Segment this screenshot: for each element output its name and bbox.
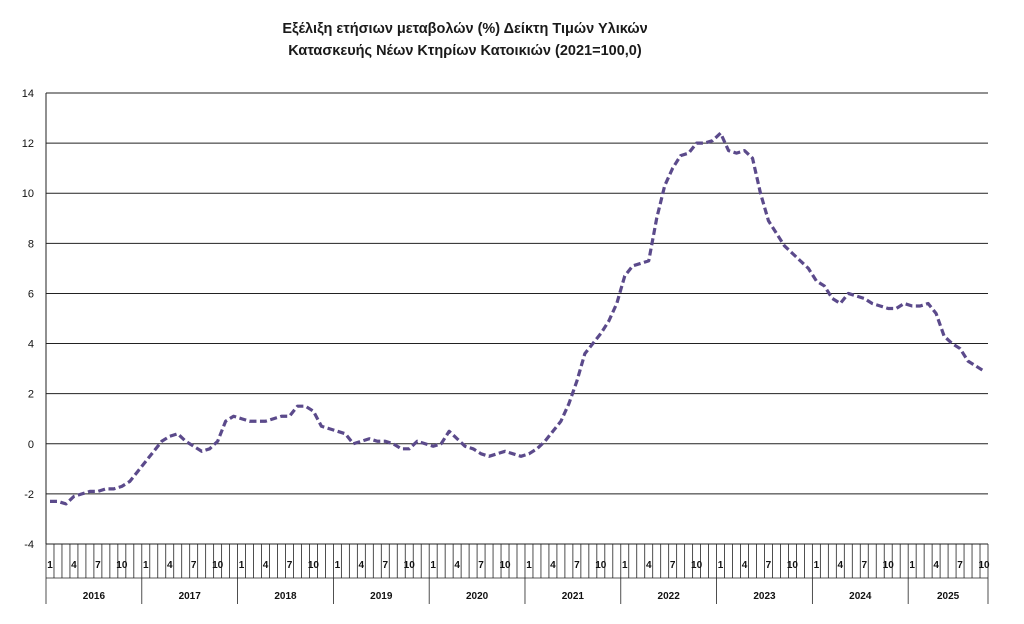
month-tick-label: 4: [71, 560, 77, 571]
y-tick-label: 0: [28, 439, 34, 451]
month-tick-label: 10: [595, 560, 607, 571]
y-tick-label: 2: [28, 389, 34, 401]
month-tick-label: 4: [550, 560, 556, 571]
chart-subtitle: Κατασκευής Νέων Κτηρίων Κατοικιών (2021=…: [288, 43, 642, 59]
month-tick-label: 7: [957, 560, 963, 571]
grid-lines: [45, 92, 988, 545]
month-tick-label: 7: [287, 560, 293, 571]
year-label: 2017: [179, 591, 202, 602]
year-label: 2018: [274, 591, 297, 602]
y-tick-label: 14: [22, 88, 34, 100]
y-tick-label: 6: [28, 288, 34, 300]
month-tick-label: 1: [47, 560, 53, 571]
month-tick-label: 4: [454, 560, 460, 571]
year-label: 2023: [753, 591, 776, 602]
month-tick-label: 1: [814, 560, 820, 571]
month-tick-label: 7: [861, 560, 867, 571]
month-tick-label: 1: [239, 560, 245, 571]
year-label: 2019: [370, 591, 393, 602]
year-label: 2025: [937, 591, 960, 602]
month-tick-label: 10: [499, 560, 511, 571]
year-label: 2020: [466, 591, 489, 602]
month-tick-label: 1: [718, 560, 724, 571]
year-label: 2024: [849, 591, 872, 602]
year-label: 2016: [83, 591, 106, 602]
month-tick-label: 10: [691, 560, 703, 571]
month-tick-label: 10: [787, 560, 799, 571]
chart-title-block: Εξέλιξη ετήσιων μεταβολών (%) Δείκτη Τιμ…: [0, 18, 930, 62]
month-tick-label: 10: [978, 560, 990, 571]
month-tick-label: 4: [838, 560, 844, 571]
y-tick-label: 8: [28, 238, 34, 250]
y-tick-label: -2: [24, 489, 34, 501]
year-label: 2021: [562, 591, 585, 602]
month-tick-label: 1: [909, 560, 915, 571]
month-tick-label: 1: [526, 560, 532, 571]
y-tick-label: 4: [28, 339, 34, 351]
x-axis: 1 4 7 10 2016 1 4 7 10 2017 1 4 7 10 2018 1 4 7 10 2019 1 4 7 1…: [45, 544, 990, 604]
month-tick-label: 10: [883, 560, 895, 571]
month-tick-label: 7: [574, 560, 580, 571]
month-tick-label: 7: [766, 560, 772, 571]
month-tick-label: 7: [670, 560, 676, 571]
month-tick-label: 7: [382, 560, 388, 571]
month-tick-label: 4: [167, 560, 173, 571]
month-tick-label: 10: [212, 560, 224, 571]
year-label: 2022: [658, 591, 681, 602]
y-tick-label: -4: [24, 539, 34, 551]
month-tick-label: 7: [478, 560, 484, 571]
month-tick-label: 1: [430, 560, 436, 571]
month-tick-label: 4: [742, 560, 748, 571]
y-tick-label: 12: [22, 138, 34, 150]
month-tick-label: 4: [933, 560, 939, 571]
month-tick-label: 1: [335, 560, 341, 571]
month-tick-label: 4: [646, 560, 652, 571]
series-group: [49, 131, 985, 506]
month-tick-label: 4: [359, 560, 365, 571]
month-tick-label: 10: [404, 560, 416, 571]
month-tick-label: 7: [191, 560, 197, 571]
y-tick-label: 10: [22, 188, 34, 200]
chart-title: Εξέλιξη ετήσιων μεταβολών (%) Δείκτη Τιμ…: [282, 21, 648, 37]
month-tick-label: 1: [622, 560, 628, 571]
month-tick-label: 10: [308, 560, 320, 571]
month-tick-label: 1: [143, 560, 149, 571]
y-axis-tick-labels: -4 -2 0 2 4 6 8 10 12 14: [22, 88, 34, 551]
series-line: [49, 131, 985, 506]
month-tick-label: 7: [95, 560, 101, 571]
month-tick-label: 4: [263, 560, 269, 571]
month-tick-label: 10: [116, 560, 128, 571]
